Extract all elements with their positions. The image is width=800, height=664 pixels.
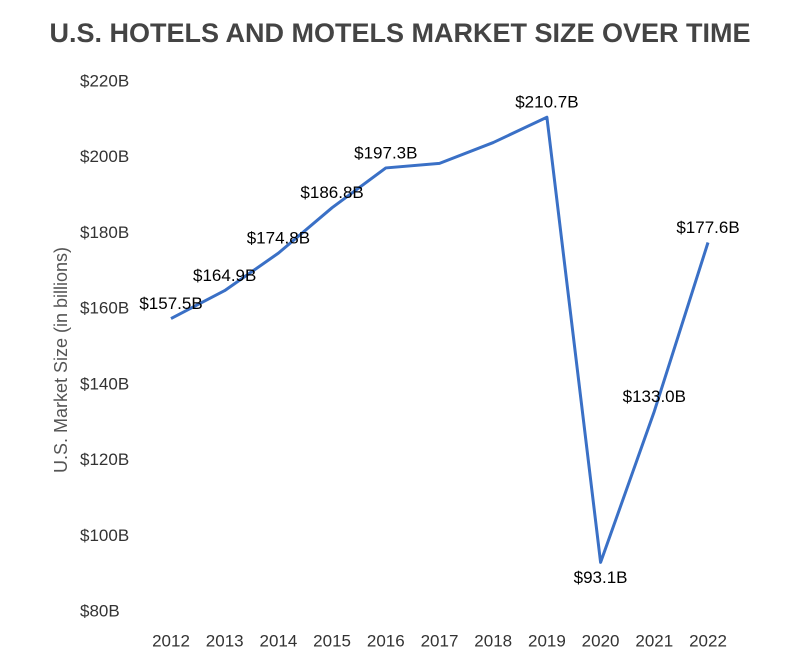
x-tick-label: 2020 bbox=[582, 631, 620, 650]
x-tick-label: 2012 bbox=[152, 631, 190, 650]
data-label: $174.8B bbox=[247, 229, 310, 248]
x-tick-label: 2013 bbox=[206, 631, 244, 650]
x-tick-label: 2018 bbox=[474, 631, 512, 650]
data-label: $210.7B bbox=[515, 93, 578, 112]
data-label: $157.5B bbox=[139, 294, 202, 313]
line bbox=[170, 115, 710, 564]
y-tick-label: $160B bbox=[80, 299, 129, 318]
x-tick-label: 2014 bbox=[259, 631, 297, 650]
x-tick-label: 2022 bbox=[689, 631, 727, 650]
y-tick-label: $120B bbox=[80, 450, 129, 469]
x-tick-label: 2017 bbox=[421, 631, 459, 650]
data-label: $197.3B bbox=[354, 143, 417, 162]
y-tick-label: $100B bbox=[80, 526, 129, 545]
x-tick-label: 2021 bbox=[635, 631, 673, 650]
data-label: $164.9B bbox=[193, 266, 256, 285]
y-tick-label: $200B bbox=[80, 147, 129, 166]
chart-title: U.S. HOTELS AND MOTELS MARKET SIZE OVER … bbox=[49, 18, 750, 48]
y-tick-label: $140B bbox=[80, 374, 129, 393]
y-axis-title: U.S. Market Size (in billions) bbox=[51, 247, 71, 473]
data-label: $93.1B bbox=[574, 568, 628, 587]
y-tick-label: $80B bbox=[80, 601, 120, 620]
data-label: $177.6B bbox=[676, 218, 739, 237]
y-tick-label: $220B bbox=[80, 71, 129, 90]
data-label: $133.0B bbox=[623, 387, 686, 406]
x-tick-label: 2019 bbox=[528, 631, 566, 650]
x-tick-label: 2015 bbox=[313, 631, 351, 650]
data-label: $186.8B bbox=[300, 183, 363, 202]
x-tick-label: 2016 bbox=[367, 631, 405, 650]
y-tick-label: $180B bbox=[80, 223, 129, 242]
